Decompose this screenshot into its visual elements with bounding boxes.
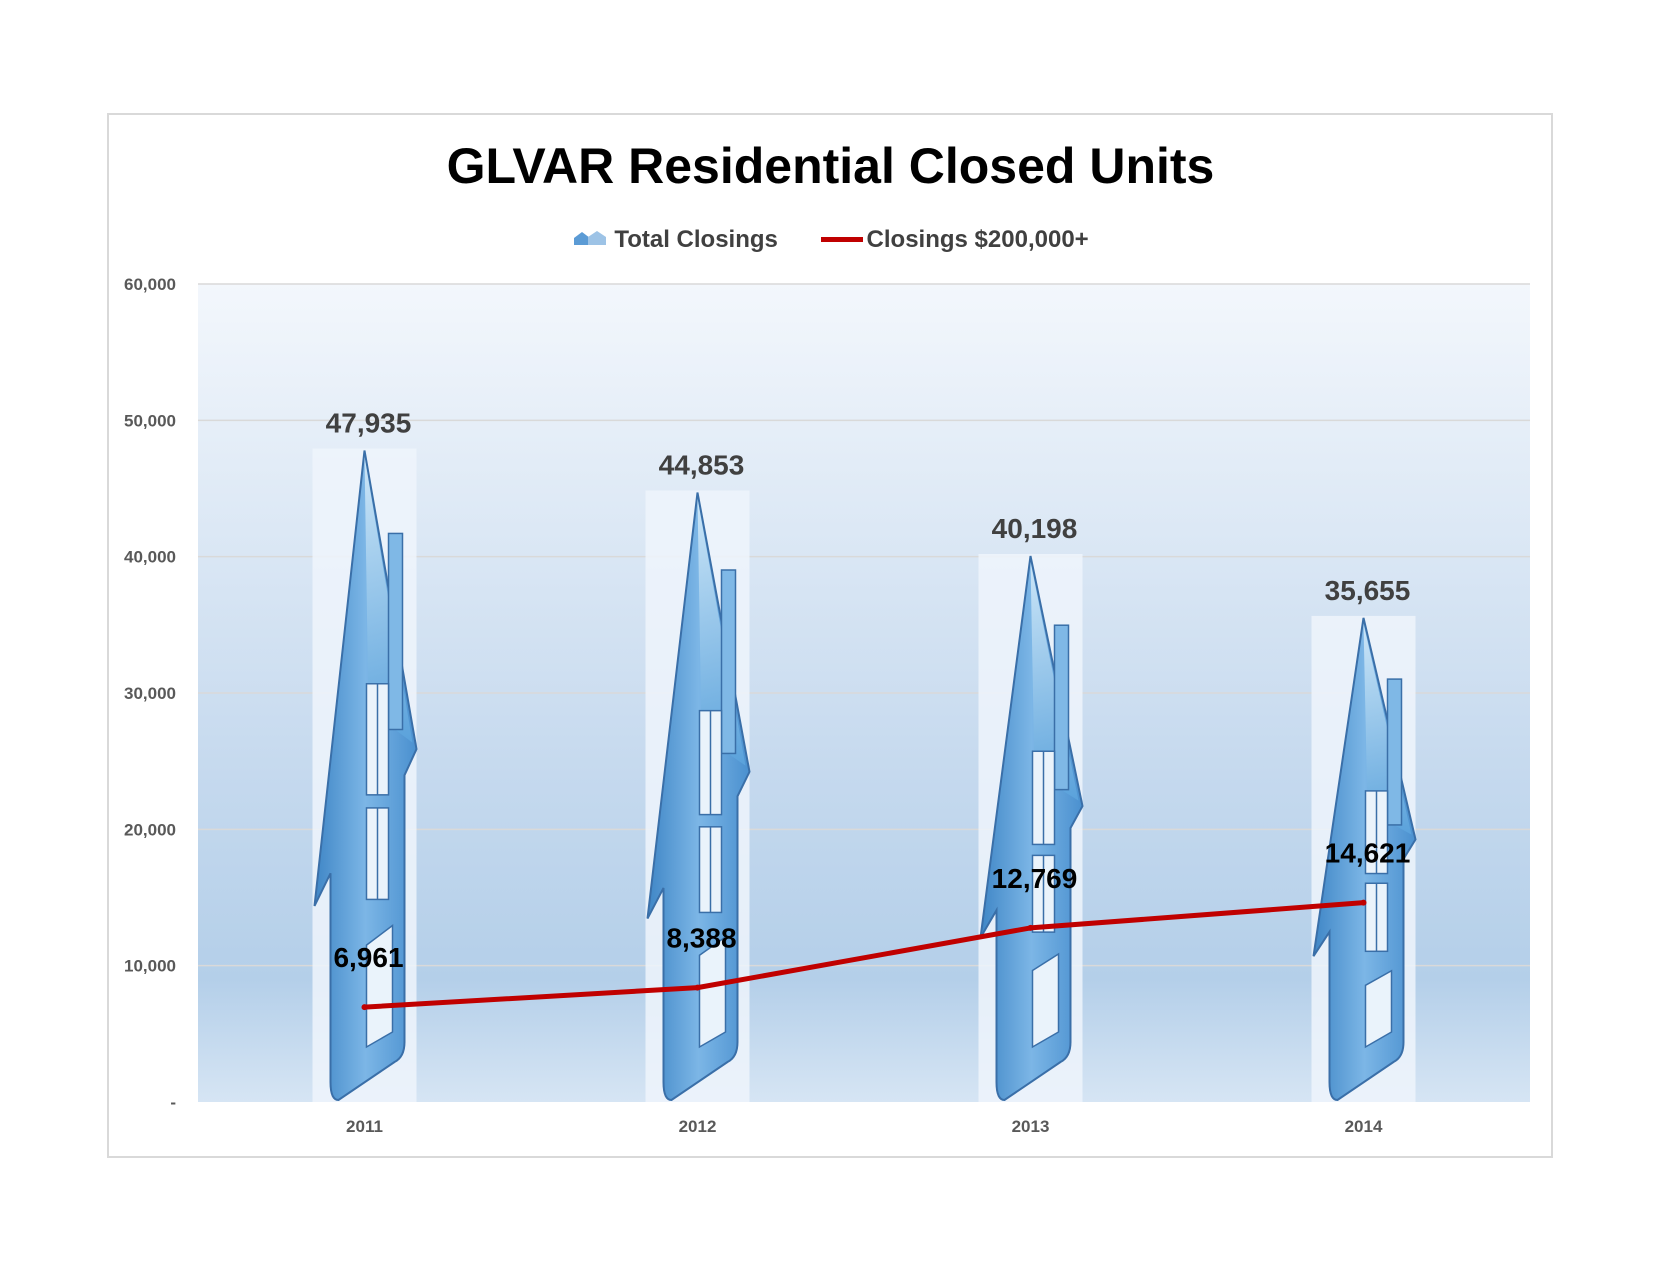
series-line-closings-200k bbox=[364, 900, 1364, 1010]
bar-value-label: 47,935 bbox=[326, 407, 412, 438]
line-point bbox=[1360, 899, 1367, 906]
y-tick-label: - bbox=[170, 1093, 176, 1112]
line-point bbox=[1027, 924, 1034, 931]
legend-line-swatch bbox=[820, 237, 863, 243]
line-value-label: 6,961 bbox=[333, 942, 403, 973]
line-point bbox=[694, 984, 701, 991]
bar-value-label: 35,655 bbox=[1325, 575, 1411, 606]
bar-value-label: 40,198 bbox=[992, 513, 1078, 544]
y-tick-label: 60,000 bbox=[124, 275, 176, 294]
legend-label-closings-200k: Closings $200,000+ bbox=[866, 225, 1089, 253]
y-tick-label: 40,000 bbox=[124, 548, 176, 567]
legend: Total Closings Closings $200,000+ bbox=[0, 225, 1661, 254]
legend-label-total-closings: Total Closings bbox=[614, 225, 778, 253]
line-value-label: 12,769 bbox=[992, 863, 1078, 894]
line-point bbox=[361, 1004, 368, 1011]
bar-value-label: 44,853 bbox=[659, 450, 745, 481]
bar bbox=[312, 448, 418, 1102]
line-value-label: 14,621 bbox=[1325, 838, 1411, 869]
line-value-label: 8,388 bbox=[666, 923, 736, 954]
bar bbox=[1311, 615, 1417, 1102]
chart-title: GLVAR Residential Closed Units bbox=[446, 138, 1215, 194]
y-tick-label: 50,000 bbox=[124, 411, 176, 430]
y-tick-label: 20,000 bbox=[124, 820, 176, 839]
bar bbox=[978, 553, 1084, 1102]
x-tick-label: 2011 bbox=[346, 1117, 383, 1136]
y-tick-label: 10,000 bbox=[124, 957, 176, 976]
y-tick-label: 30,000 bbox=[124, 684, 176, 703]
x-tick-label: 2014 bbox=[1345, 1117, 1383, 1136]
x-tick-label: 2012 bbox=[679, 1117, 717, 1136]
bar bbox=[645, 490, 751, 1102]
legend-item-closings-200k: Closings $200,000+ bbox=[820, 225, 1089, 254]
legend-item-total-closings: Total Closings bbox=[572, 226, 778, 254]
x-tick-label: 2013 bbox=[1012, 1117, 1050, 1136]
house-icon bbox=[572, 226, 608, 254]
